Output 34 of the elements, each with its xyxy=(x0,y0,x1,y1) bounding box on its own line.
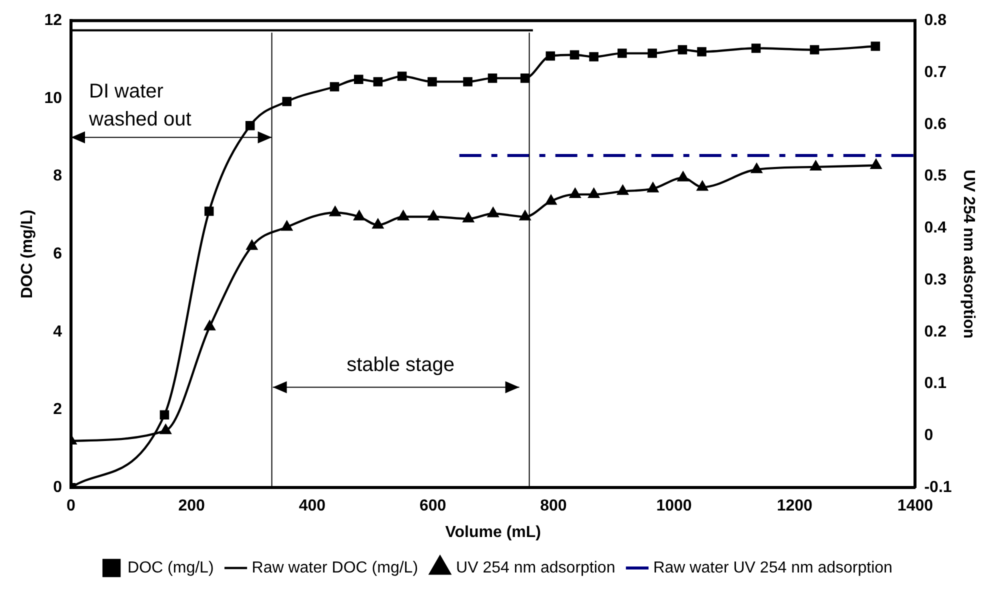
x-tick-label: 1000 xyxy=(656,498,692,515)
legend-label: Raw water DOC (mg/L) xyxy=(252,559,418,576)
y-tick-label: 2 xyxy=(53,401,62,418)
x-tick-label: 800 xyxy=(540,498,567,515)
legend-label: Raw water UV 254 nm adsorption xyxy=(653,559,892,576)
y-tick-label: 10 xyxy=(44,90,62,107)
legend-label: DOC (mg/L) xyxy=(128,559,214,576)
x-tick-label: 600 xyxy=(419,498,446,515)
y2-tick-label: 0.6 xyxy=(924,116,947,133)
y2-tick-label: 0.8 xyxy=(924,12,947,30)
y-axis-title: DOC (mg/L) xyxy=(19,210,36,299)
y2-tick-label: 0.3 xyxy=(924,271,947,288)
y2-tick-label: 0.2 xyxy=(924,323,947,340)
x-axis-title: Volume (mL) xyxy=(445,524,541,541)
legend-label: UV 254 nm adsorption xyxy=(456,559,616,576)
y2-tick-label: 0.5 xyxy=(924,168,947,185)
x-tick-label: 400 xyxy=(298,498,326,515)
x-tick-label: 200 xyxy=(178,498,206,515)
y2-axis-title: UV 254 nm adsorption xyxy=(960,170,977,339)
y-tick-label: 6 xyxy=(53,246,62,263)
y2-tick-label: 0.1 xyxy=(924,375,947,392)
y-tick-label: 0 xyxy=(53,479,62,496)
y2-tick-label: 0.4 xyxy=(924,220,947,237)
annotation: DI water washed out xyxy=(88,80,192,130)
y2-tick-label: 0.7 xyxy=(924,64,947,81)
y-tick-label: 4 xyxy=(53,323,62,340)
y-tick-label: 8 xyxy=(53,168,62,185)
annotation: stable stage xyxy=(346,354,454,376)
x-tick-label: 1400 xyxy=(897,498,934,515)
x-tick-label: 1200 xyxy=(776,498,813,515)
y2-tick-label: 0 xyxy=(924,427,934,444)
x-tick-label: 0 xyxy=(66,498,76,515)
y-tick-label: 12 xyxy=(44,12,62,30)
y2-tick-label: -0.1 xyxy=(924,479,952,496)
